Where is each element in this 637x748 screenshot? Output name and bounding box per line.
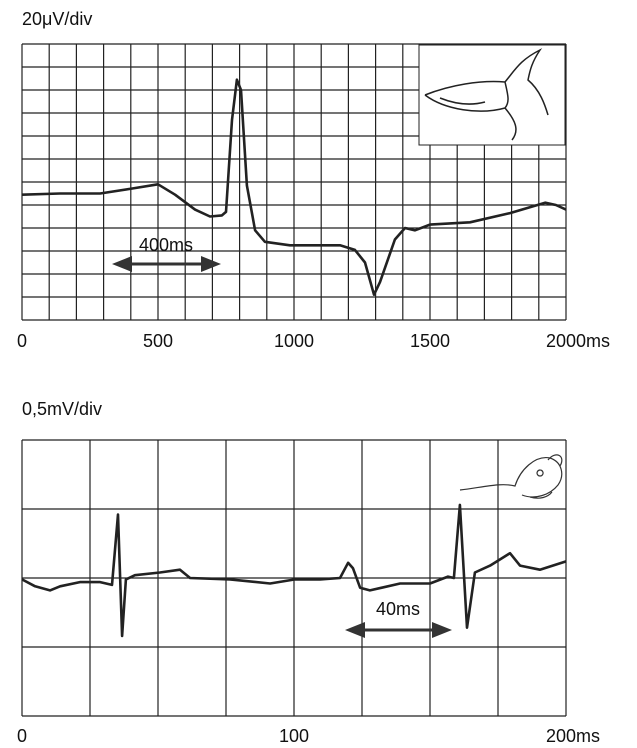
y-unit-label: 0,5mV/div [22, 399, 102, 419]
x-tick-label: 500 [143, 331, 173, 351]
trace-line [21, 503, 567, 638]
annotation: 40ms [376, 599, 420, 619]
x-tick-label: 0 [17, 726, 27, 746]
inset-box [418, 44, 566, 146]
x-tick-label: 2000ms [546, 331, 610, 351]
whale-chart: 0 500 1000 1500 2000ms [17, 43, 610, 351]
y-unit-label: 20μV/div [22, 9, 92, 29]
x-tick-label: 0 [17, 331, 27, 351]
arrow-head [345, 622, 365, 638]
whale-icon [418, 44, 566, 146]
x-tick-label: 200ms [546, 726, 600, 746]
arrow-head [112, 256, 132, 272]
interval-arrow: 400ms 40ms [112, 235, 452, 638]
arrow-head [432, 622, 452, 638]
mouse-icon [459, 454, 563, 499]
x-tick-label: 1500 [410, 331, 450, 351]
trace-line [21, 78, 567, 296]
mouse-chart: 0 100 200ms [17, 439, 600, 746]
annotation: 400ms [139, 235, 193, 255]
mouse-sketch [459, 454, 563, 499]
whale-sketch [424, 48, 549, 141]
x-tick-label: 1000 [274, 331, 314, 351]
arrow-head [201, 256, 221, 272]
x-tick-label: 100 [279, 726, 309, 746]
